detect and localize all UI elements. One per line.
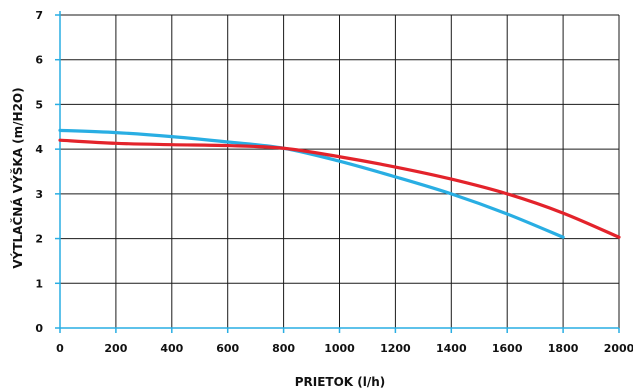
y-tick-label: 1 xyxy=(35,277,43,290)
series-line-1 xyxy=(58,128,565,239)
y-tick-label: 7 xyxy=(35,9,43,22)
x-tick-label: 1600 xyxy=(492,342,523,355)
x-tick-label: 2000 xyxy=(604,342,633,355)
x-tick-label: 1800 xyxy=(548,342,579,355)
tick-labels: 0 1 2 3 4 5 6 7 0 200 400 600 800 1000 1200 1400 1600 180… xyxy=(35,9,633,355)
x-axis-title: PRIETOK (l/h) xyxy=(295,375,386,389)
y-tick-label: 4 xyxy=(35,143,43,156)
x-tick-label: 800 xyxy=(272,342,295,355)
y-tick-label: 2 xyxy=(35,233,43,246)
y-tick-label: 6 xyxy=(35,54,43,67)
y-tick-label: 5 xyxy=(35,98,43,111)
x-tick-label: 400 xyxy=(160,342,183,355)
x-tick-label: 0 xyxy=(56,342,64,355)
y-tick-label: 3 xyxy=(35,188,43,201)
x-tick-label: 600 xyxy=(216,342,239,355)
x-tick-label: 1400 xyxy=(436,342,467,355)
x-tick-label: 1200 xyxy=(380,342,411,355)
grid xyxy=(60,14,620,328)
x-tick-label: 1000 xyxy=(324,342,355,355)
y-axis-title: VÝTLAČNÁ VÝŠKA (m/H2O) xyxy=(10,87,25,268)
series-layer xyxy=(58,128,621,239)
x-tick-label: 200 xyxy=(104,342,127,355)
series-line-2 xyxy=(58,138,621,239)
y-tick-label: 0 xyxy=(35,322,43,335)
axes xyxy=(55,11,620,333)
